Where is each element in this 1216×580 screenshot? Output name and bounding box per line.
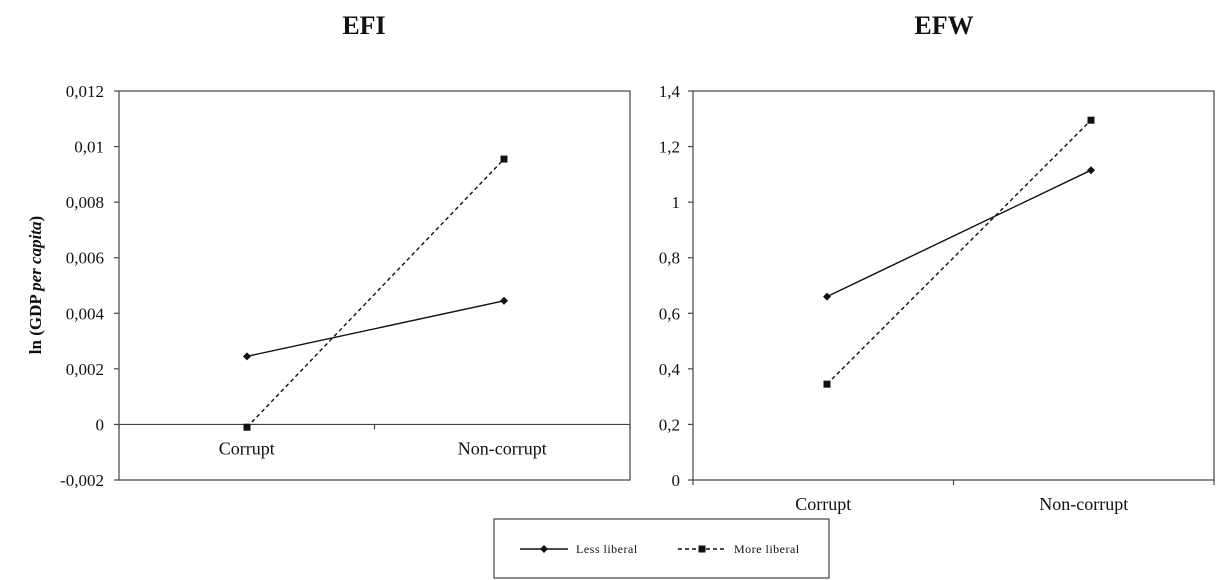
data-point-diamond	[1087, 166, 1095, 175]
y-ticks-efw: 0 0,2 0,4 0,6 0,8 1 1,2 1,4	[659, 82, 693, 490]
series-line-less-liberal	[246, 300, 505, 358]
y-tick-label: 0,012	[66, 82, 104, 101]
y-tick-label: 0	[96, 415, 105, 434]
series-line-less-liberal	[826, 169, 1092, 298]
data-point-diamond	[500, 296, 508, 305]
y-tick-label: 1	[672, 193, 681, 212]
series-line-more-liberal	[826, 119, 1092, 385]
plot-frame-efi	[118, 90, 631, 481]
legend-label-more-liberal: More liberal	[734, 542, 800, 556]
y-tick-label: 1,2	[659, 138, 680, 157]
efi-panel: EFI ln (GDP per capita) -0,002 0 0,002 0,00…	[26, 11, 631, 490]
y-tick-label: 0,004	[66, 304, 105, 323]
legend-square-marker	[698, 545, 706, 553]
y-axis-label-part: ln (GDP	[26, 291, 45, 354]
series-efw	[823, 116, 1095, 388]
legend-label-less-liberal: Less liberal	[576, 542, 638, 556]
y-axis-label: ln (GDP per capita)	[26, 216, 45, 354]
y-tick-label: 0,2	[659, 415, 680, 434]
data-point-square	[500, 155, 508, 163]
x-axis-efi: Corrupt Non-corrupt	[118, 423, 631, 458]
x-axis-efw: Corrupt Non-corrupt	[692, 480, 1215, 514]
y-tick-label: 0,6	[659, 304, 680, 323]
y-axis-label-italic: per capita	[26, 221, 45, 293]
legend: Less liberal More liberal	[493, 518, 830, 579]
data-point-diamond	[243, 352, 251, 361]
chart-title-efi: EFI	[342, 11, 385, 40]
efw-panel: EFW 0 0,2 0,4 0,6 0,8 1 1,2 1,4 Corrupt Non-corr…	[659, 11, 1215, 514]
y-tick-label: 0	[672, 471, 681, 490]
y-tick-label: 0,01	[74, 138, 104, 157]
y-tick-label: 0,002	[66, 360, 104, 379]
y-tick-label: 1,4	[659, 82, 681, 101]
y-tick-label: 0,8	[659, 249, 680, 268]
y-axis-label-part: )	[26, 216, 45, 222]
y-tick-label: 0,006	[66, 249, 104, 268]
data-point-diamond	[823, 292, 831, 301]
legend-entry-less-liberal: Less liberal	[520, 542, 638, 556]
data-point-square	[243, 423, 251, 431]
plot-frame-efw	[692, 90, 1215, 481]
y-tick-label: 0,4	[659, 360, 681, 379]
y-tick-label: 0,008	[66, 193, 104, 212]
y-ticks-efi: -0,002 0 0,002 0,004 0,006 0,008 0,01 0,012	[60, 82, 119, 490]
x-category-label: Corrupt	[795, 494, 851, 514]
legend-entry-more-liberal: More liberal	[678, 542, 800, 556]
x-category-label: Corrupt	[219, 438, 275, 458]
data-point-square	[823, 380, 831, 388]
y-tick-label: -0,002	[60, 471, 104, 490]
x-category-label: Non-corrupt	[458, 438, 547, 458]
series-line-more-liberal	[246, 158, 505, 428]
legend-diamond-marker	[540, 545, 548, 553]
series-efi	[243, 155, 508, 431]
data-point-square	[1087, 116, 1095, 124]
x-category-label: Non-corrupt	[1039, 494, 1128, 514]
chart-title-efw: EFW	[914, 11, 973, 40]
